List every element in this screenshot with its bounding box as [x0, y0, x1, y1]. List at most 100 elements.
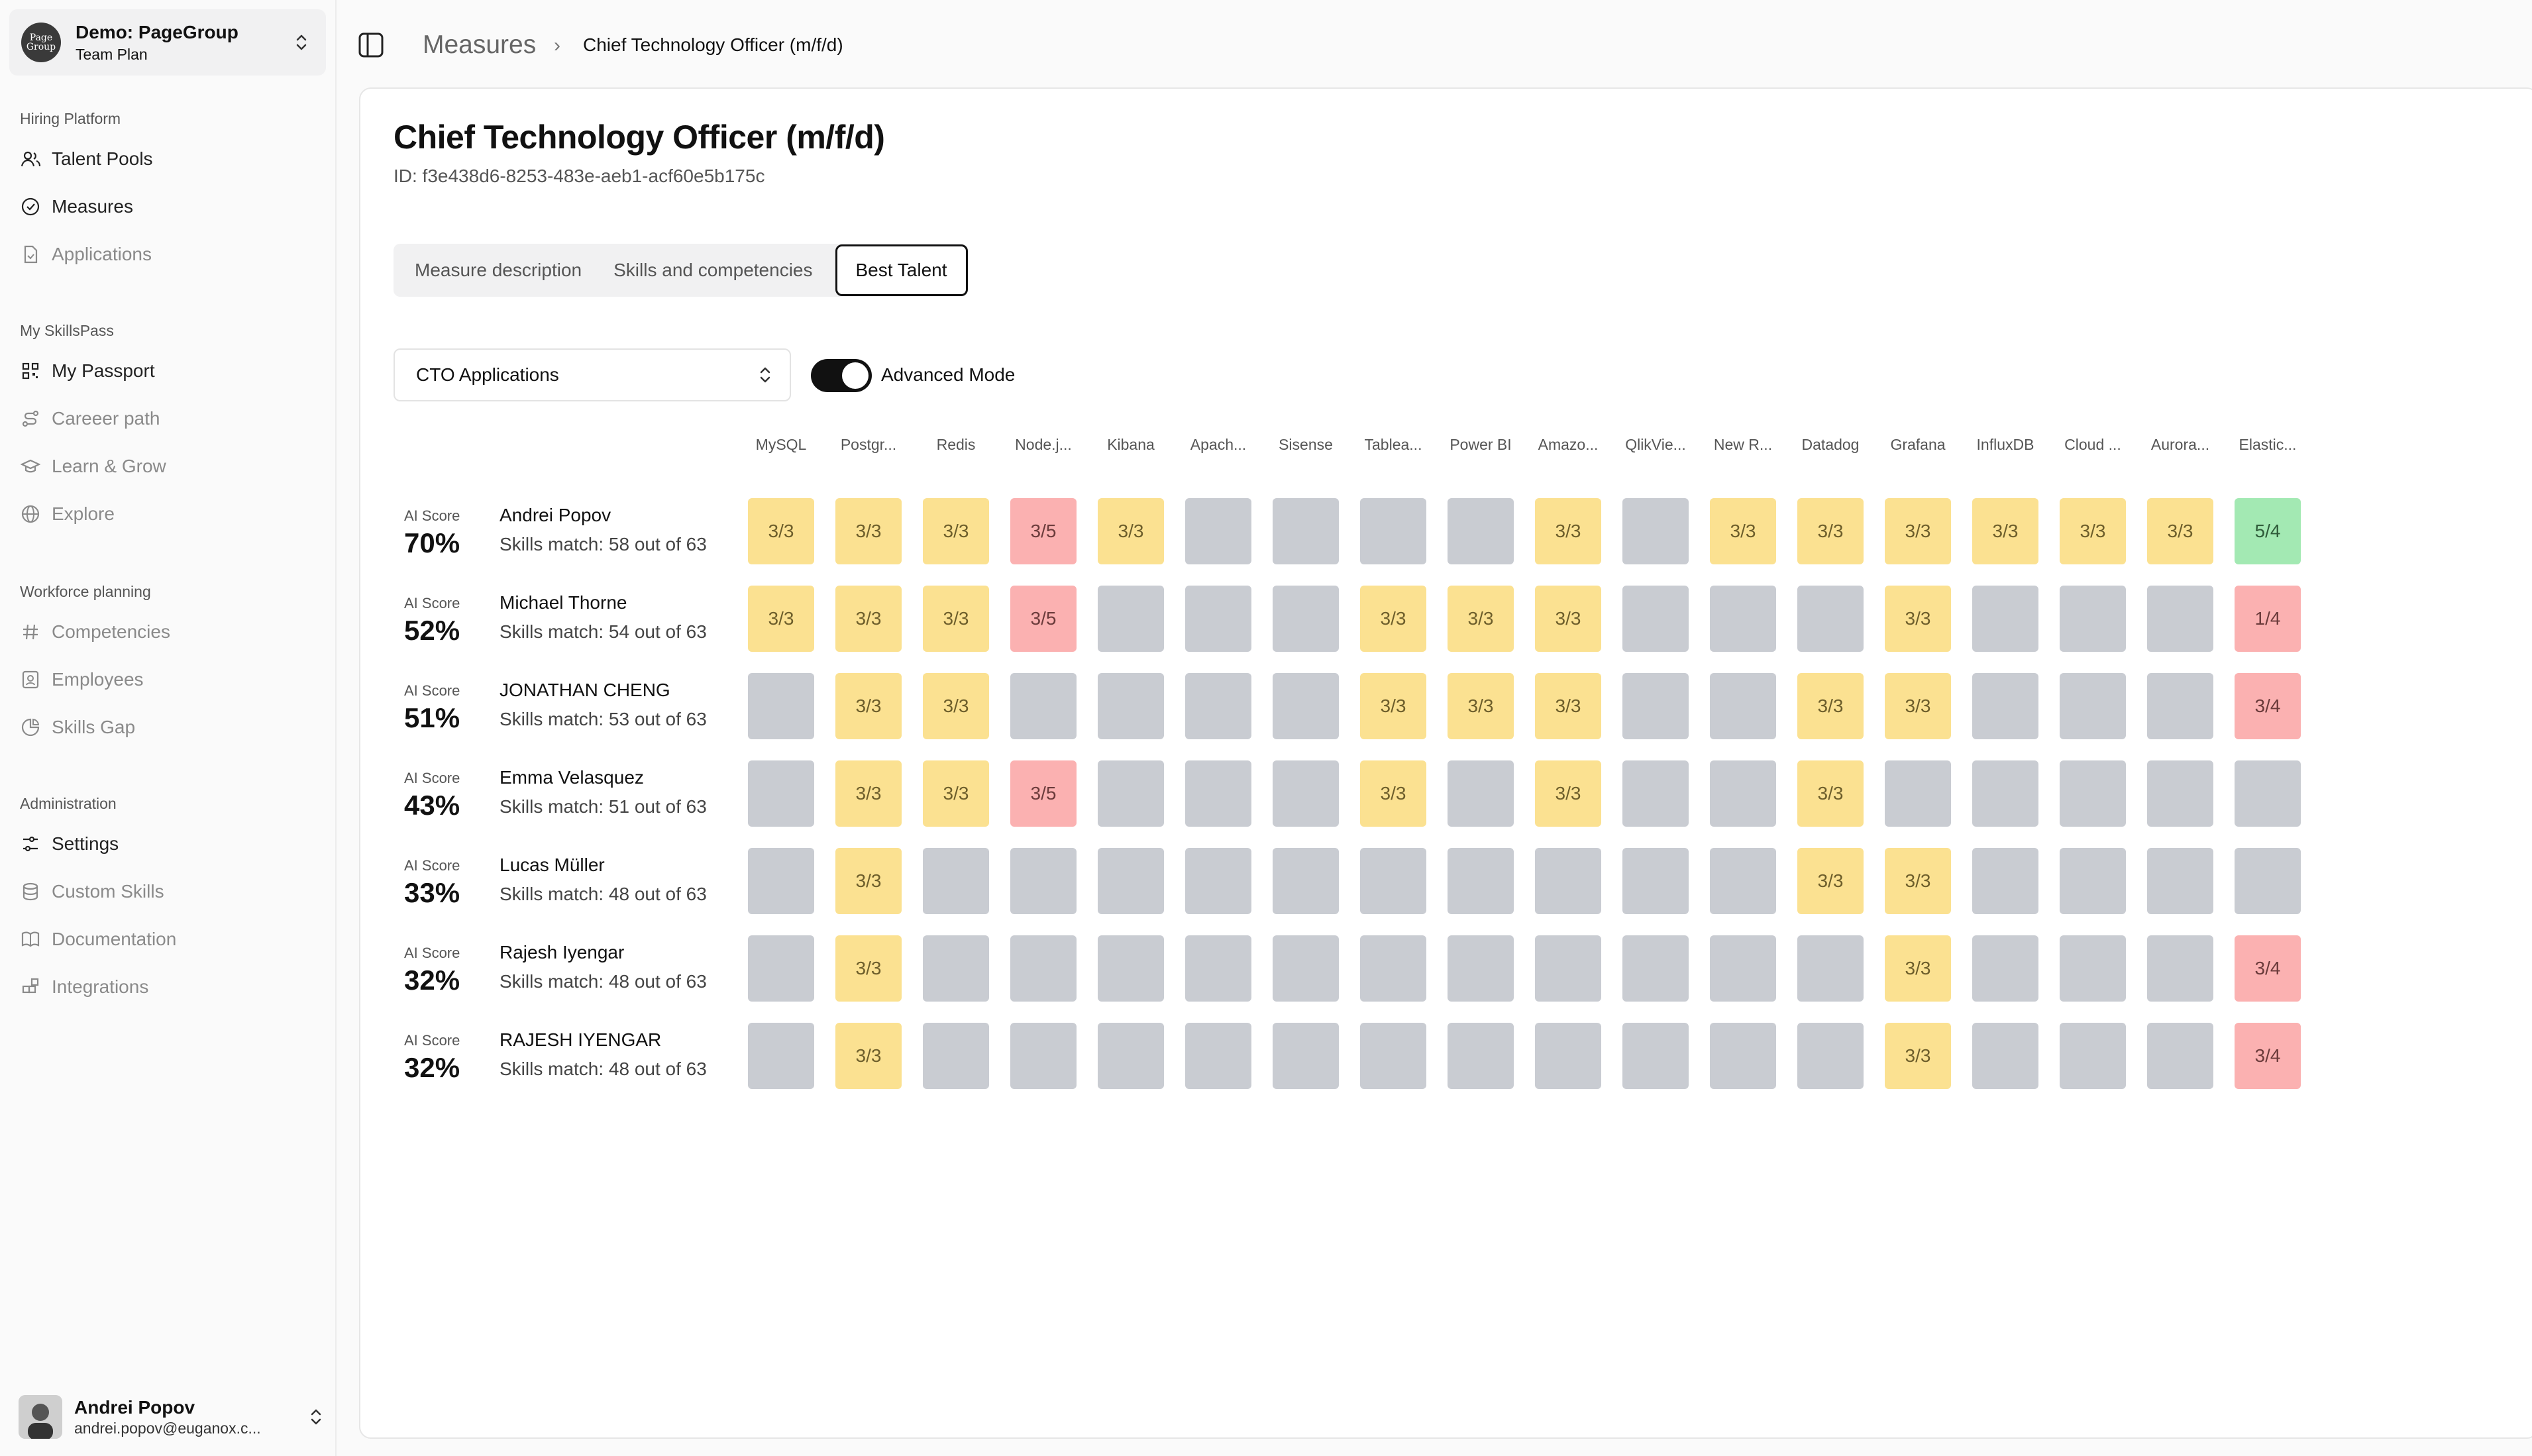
- sidebar-item-explore[interactable]: Explore: [20, 494, 115, 534]
- sidebar-item-documentation[interactable]: Documentation: [20, 919, 176, 959]
- candidate-row[interactable]: AI Score 32% Rajesh Iyengar Skills match…: [394, 935, 738, 1008]
- candidate-name[interactable]: Rajesh Iyengar: [500, 942, 625, 962]
- skill-cell[interactable]: [1273, 673, 1339, 739]
- skill-cell[interactable]: 3/3: [1885, 848, 1951, 914]
- skill-cell[interactable]: [923, 1023, 989, 1089]
- skill-cell[interactable]: [1535, 935, 1601, 1002]
- skill-cell[interactable]: [1273, 760, 1339, 827]
- skill-cell[interactable]: [1710, 586, 1776, 652]
- skill-cell[interactable]: [1185, 760, 1251, 827]
- sidebar-item-careeer-path[interactable]: Careeer path: [20, 399, 160, 439]
- tab-best-talent[interactable]: Best Talent: [835, 244, 968, 296]
- skill-cell[interactable]: 3/3: [1098, 498, 1164, 564]
- skill-cell[interactable]: [1360, 498, 1426, 564]
- skill-cell[interactable]: [1273, 848, 1339, 914]
- skill-cell[interactable]: 3/3: [835, 848, 902, 914]
- skill-cell[interactable]: [1710, 1023, 1776, 1089]
- skill-cell[interactable]: [923, 935, 989, 1002]
- skill-cell[interactable]: [1622, 586, 1689, 652]
- skill-cell[interactable]: [1972, 1023, 2038, 1089]
- skill-cell[interactable]: [1972, 586, 2038, 652]
- skill-cell[interactable]: [1185, 935, 1251, 1002]
- org-switcher[interactable]: Page Group Demo: PageGroup Team Plan: [9, 9, 326, 76]
- skill-cell[interactable]: [1448, 498, 1514, 564]
- skill-cell[interactable]: [1185, 1023, 1251, 1089]
- candidate-row[interactable]: AI Score 43% Emma Velasquez Skills match…: [394, 760, 738, 833]
- skill-cell[interactable]: [1797, 935, 1864, 1002]
- candidate-name[interactable]: Emma Velasquez: [500, 767, 644, 788]
- skill-cell[interactable]: [1797, 1023, 1864, 1089]
- skill-cell[interactable]: [1098, 673, 1164, 739]
- candidate-row[interactable]: AI Score 33% Lucas Müller Skills match: …: [394, 848, 738, 921]
- skill-cell[interactable]: [2235, 848, 2301, 914]
- skill-cell[interactable]: 3/3: [2147, 498, 2213, 564]
- applications-select[interactable]: CTO Applications: [394, 348, 791, 401]
- skill-cell[interactable]: [1273, 1023, 1339, 1089]
- skill-cell[interactable]: 3/3: [1448, 586, 1514, 652]
- skill-cell[interactable]: [1972, 760, 2038, 827]
- skill-cell[interactable]: [923, 848, 989, 914]
- skill-cell[interactable]: [1010, 935, 1077, 1002]
- skill-cell[interactable]: [1185, 673, 1251, 739]
- skill-cell[interactable]: 3/5: [1010, 586, 1077, 652]
- sidebar-item-learn-grow[interactable]: Learn & Grow: [20, 446, 166, 486]
- sidebar-item-talent-pools[interactable]: Talent Pools: [20, 139, 153, 179]
- skill-cell[interactable]: 3/3: [835, 498, 902, 564]
- sidebar-item-measures[interactable]: Measures: [20, 187, 133, 227]
- skill-cell[interactable]: 3/3: [835, 935, 902, 1002]
- skill-cell[interactable]: [1010, 1023, 1077, 1089]
- skill-cell[interactable]: [1972, 935, 2038, 1002]
- skill-cell[interactable]: [1360, 935, 1426, 1002]
- skill-cell[interactable]: 3/3: [1535, 760, 1601, 827]
- skill-cell[interactable]: [1972, 673, 2038, 739]
- skill-cell[interactable]: [1710, 848, 1776, 914]
- skill-cell[interactable]: 3/3: [1360, 760, 1426, 827]
- skill-cell[interactable]: 3/3: [1972, 498, 2038, 564]
- skill-cell[interactable]: [2060, 935, 2126, 1002]
- skill-cell[interactable]: [1273, 498, 1339, 564]
- skill-cell[interactable]: [1622, 935, 1689, 1002]
- skill-cell[interactable]: [2147, 760, 2213, 827]
- skill-cell[interactable]: 3/3: [835, 673, 902, 739]
- skill-cell[interactable]: [1448, 848, 1514, 914]
- skill-cell[interactable]: 3/3: [1797, 760, 1864, 827]
- skill-cell[interactable]: [1098, 586, 1164, 652]
- skill-cell[interactable]: [1622, 1023, 1689, 1089]
- advanced-mode-switch[interactable]: [811, 359, 872, 392]
- skill-cell[interactable]: [1622, 498, 1689, 564]
- skill-cell[interactable]: [1535, 848, 1601, 914]
- skill-cell[interactable]: [1360, 1023, 1426, 1089]
- skill-cell[interactable]: [1185, 498, 1251, 564]
- skill-cell[interactable]: [1185, 586, 1251, 652]
- skill-cell[interactable]: 3/3: [1797, 848, 1864, 914]
- skill-cell[interactable]: [2060, 760, 2126, 827]
- skill-cell[interactable]: 1/4: [2235, 586, 2301, 652]
- skill-cell[interactable]: [1710, 673, 1776, 739]
- skill-cell[interactable]: 3/3: [1885, 586, 1951, 652]
- skill-cell[interactable]: [748, 935, 814, 1002]
- sidebar-item-competencies[interactable]: Competencies: [20, 612, 170, 652]
- skill-cell[interactable]: 3/3: [1710, 498, 1776, 564]
- skill-cell[interactable]: [2060, 673, 2126, 739]
- skill-cell[interactable]: [2235, 760, 2301, 827]
- skill-cell[interactable]: 3/4: [2235, 1023, 2301, 1089]
- skill-cell[interactable]: [2147, 935, 2213, 1002]
- sidebar-item-applications[interactable]: Applications: [20, 234, 152, 274]
- skill-cell[interactable]: 3/3: [748, 498, 814, 564]
- skill-cell[interactable]: [1448, 1023, 1514, 1089]
- skill-cell[interactable]: 3/3: [2060, 498, 2126, 564]
- skill-cell[interactable]: [1098, 760, 1164, 827]
- skill-cell[interactable]: [1622, 760, 1689, 827]
- skill-cell[interactable]: [2060, 586, 2126, 652]
- skill-cell[interactable]: 3/3: [923, 586, 989, 652]
- candidate-row[interactable]: AI Score 70% Andrei Popov Skills match: …: [394, 498, 738, 571]
- skill-cell[interactable]: [2060, 848, 2126, 914]
- skill-cell[interactable]: 3/3: [923, 498, 989, 564]
- skill-cell[interactable]: 3/3: [835, 1023, 902, 1089]
- skill-cell[interactable]: 3/3: [1360, 673, 1426, 739]
- skill-cell[interactable]: [1710, 935, 1776, 1002]
- skill-cell[interactable]: [1098, 1023, 1164, 1089]
- candidate-name[interactable]: JONATHAN CHENG: [500, 680, 670, 700]
- skill-cell[interactable]: 3/3: [835, 586, 902, 652]
- candidate-name[interactable]: Lucas Müller: [500, 855, 605, 875]
